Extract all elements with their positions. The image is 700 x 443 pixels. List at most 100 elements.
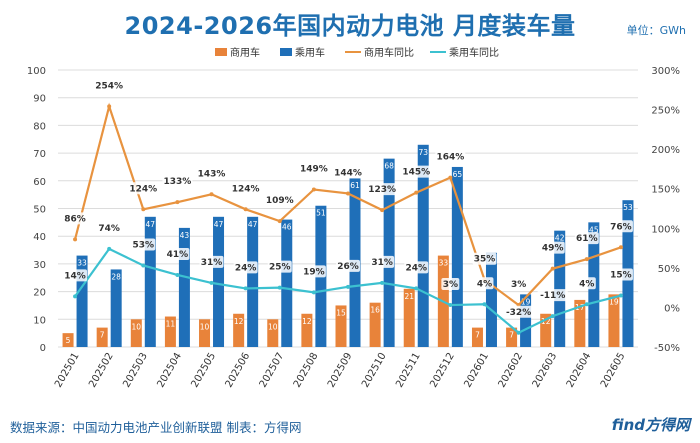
data-label-commercial-yoy: 123%	[368, 185, 396, 195]
bar-commercial	[369, 302, 381, 347]
x-tick-label: 202509	[326, 351, 355, 390]
y-tick-label: 80	[33, 121, 46, 132]
bar-value-passenger: 68	[384, 162, 394, 171]
x-tick-label: 202601	[462, 351, 491, 390]
bar-value-passenger: 65	[453, 170, 463, 179]
data-label-bg	[94, 79, 125, 92]
point-commercial-yoy	[414, 190, 419, 195]
data-label-bg	[97, 221, 122, 234]
point-commercial-yoy	[243, 207, 248, 212]
y-tick-label: 20	[33, 288, 46, 299]
y2-tick-label: 0%	[664, 303, 680, 314]
legend-swatch-commercial	[215, 47, 227, 56]
data-label-passenger-yoy: 31%	[201, 258, 223, 268]
data-label-passenger-yoy: -32%	[506, 308, 531, 318]
bar-passenger	[144, 216, 156, 347]
data-label-commercial-yoy: 35%	[474, 255, 496, 265]
y-tick-label: 30	[33, 260, 46, 271]
point-passenger-yoy	[380, 280, 385, 285]
point-commercial-yoy	[550, 266, 555, 271]
data-label-passenger-yoy: 24%	[235, 263, 257, 273]
data-label-passenger-yoy: 25%	[269, 263, 291, 273]
point-passenger-yoy	[414, 286, 419, 291]
point-passenger-yoy	[550, 314, 555, 319]
data-label-commercial-yoy: 86%	[64, 214, 86, 224]
data-label-passenger-yoy: 74%	[98, 224, 120, 234]
legend-label-commercial: 商用车	[230, 48, 260, 59]
bar-value-passenger: 46	[282, 223, 292, 232]
data-label-commercial-yoy: 254%	[95, 81, 123, 91]
data-label-bg	[608, 220, 633, 233]
bar-value-passenger: 73	[418, 148, 428, 157]
data-label-bg	[435, 150, 466, 163]
bar-value-passenger: 51	[316, 209, 326, 218]
y2-tick-label: 200%	[651, 145, 680, 156]
bar-value-commercial: 16	[370, 306, 380, 315]
data-label-bg	[128, 182, 159, 195]
y-tick-label: 70	[33, 149, 46, 160]
y2-tick-label: 100%	[651, 224, 680, 235]
data-label-commercial-yoy: 49%	[542, 244, 564, 254]
y-tick-label: 0	[40, 343, 46, 354]
bar-value-passenger: 47	[214, 220, 224, 229]
bar-passenger	[383, 158, 395, 347]
bar-value-commercial: 10	[132, 322, 142, 331]
data-label-passenger-yoy: 3%	[443, 280, 458, 290]
x-tick-label: 202503	[121, 351, 150, 390]
y2-tick-label: 250%	[651, 106, 680, 117]
bar-commercial	[164, 316, 176, 347]
data-label-bg	[230, 182, 261, 195]
bar-passenger	[247, 216, 259, 347]
data-label-bg	[162, 175, 193, 188]
data-label-passenger-yoy: 26%	[337, 262, 359, 272]
data-label-commercial-yoy: 144%	[334, 168, 362, 178]
point-commercial-yoy	[107, 104, 112, 109]
data-label-bg	[336, 259, 360, 272]
data-label-bg	[267, 260, 292, 273]
point-passenger-yoy	[584, 302, 589, 307]
data-label-bg	[63, 269, 88, 282]
bar-value-passenger: 45	[589, 225, 599, 234]
data-label-passenger-yoy: 24%	[405, 263, 427, 273]
bar-value-passenger: 33	[77, 259, 87, 268]
data-label-passenger-yoy: 4%	[579, 279, 594, 289]
data-label-bg	[370, 255, 395, 268]
bar-value-commercial: 12	[234, 317, 244, 326]
bar-value-passenger: 47	[248, 220, 258, 229]
legend-swatch-passenger	[280, 47, 292, 56]
y-tick-label: 10	[33, 315, 46, 326]
point-commercial-yoy	[448, 175, 453, 180]
bar-value-commercial: 12	[541, 317, 551, 326]
bar-commercial	[96, 327, 108, 347]
x-tick-label: 202603	[531, 351, 560, 390]
data-label-bg	[131, 238, 156, 251]
source-note: 数据来源：中国动力电池产业创新联盟 制表：方得网	[10, 420, 302, 435]
bar-value-commercial: 15	[336, 308, 346, 317]
bar-value-commercial: 19	[609, 297, 619, 306]
point-passenger-yoy	[107, 246, 112, 251]
bar-commercial	[506, 327, 518, 347]
data-label-passenger-yoy: 14%	[64, 271, 86, 281]
bar-value-commercial: 5	[66, 336, 71, 345]
data-label-commercial-yoy: 145%	[402, 168, 430, 178]
bar-value-commercial: 10	[200, 322, 210, 331]
legend-item-passenger-yoy: 乘用车同比	[430, 44, 499, 59]
y2-tick-label: 300%	[651, 66, 680, 77]
bar-passenger	[178, 227, 190, 347]
x-tick-label: 202511	[394, 351, 423, 390]
y2-tick-label: 50%	[658, 264, 680, 275]
data-label-commercial-yoy: 61%	[576, 234, 598, 244]
bar-value-passenger: 42	[555, 234, 565, 243]
y-tick-label: 100	[27, 66, 46, 77]
y-tick-label: 50	[33, 205, 46, 216]
bar-commercial	[199, 319, 211, 347]
data-label-bg	[509, 278, 528, 291]
data-label-commercial-yoy: 3%	[511, 280, 526, 290]
unit-label: 单位：GWh	[626, 24, 686, 37]
bar-value-passenger: 61	[350, 181, 360, 190]
data-label-bg	[441, 278, 460, 291]
legend-item-passenger: 乘用车	[280, 44, 325, 59]
data-label-passenger-yoy: 15%	[610, 271, 632, 281]
legend-label-passenger: 乘用车	[295, 48, 325, 59]
data-label-bg	[401, 165, 432, 178]
